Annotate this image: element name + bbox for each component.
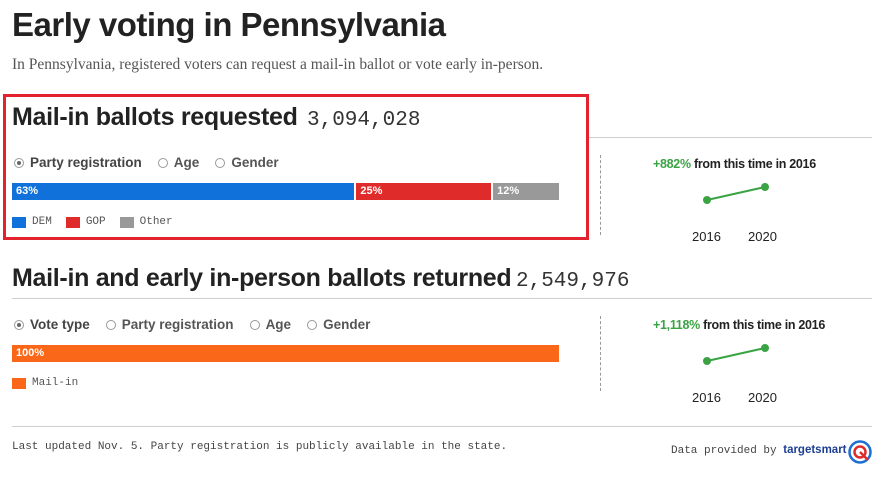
radio-dot-icon xyxy=(14,157,24,168)
radio-vote-type[interactable]: Vote type xyxy=(14,317,90,332)
trend-point-2020 xyxy=(761,344,769,352)
returned-radio-group: Vote type Party registration Age Gender xyxy=(14,317,386,332)
legend-label: GOP xyxy=(85,216,106,228)
legend-swatch xyxy=(65,216,80,228)
radio-dot-icon xyxy=(215,157,226,168)
legend-swatch xyxy=(12,216,26,228)
year-label-2020: 2020 xyxy=(748,390,777,405)
targetsmart-logo-icon xyxy=(848,440,872,464)
radio-age[interactable]: Age xyxy=(157,155,200,170)
radio-label: Age xyxy=(173,155,200,170)
change-text: from this time in 2016 xyxy=(699,318,825,332)
bar-segment: 12% xyxy=(493,183,559,200)
footer-note: Last updated Nov. 5. Party registration … xyxy=(12,441,508,453)
requested-title: Mail-in ballots requested xyxy=(12,103,298,131)
legend-swatch xyxy=(12,377,26,389)
trend-line xyxy=(706,347,766,362)
page-title: Early voting in Pennsylvania xyxy=(12,6,446,43)
radio-label: Gender xyxy=(323,317,371,332)
trend-point-2020 xyxy=(761,183,769,191)
returned-title: Mail-in and early in-person ballots retu… xyxy=(12,264,512,292)
bar-segment: 100% xyxy=(12,345,559,362)
legend-label: Other xyxy=(139,216,173,228)
requested-radio-group: Party registration Age Gender xyxy=(14,155,295,170)
radio-dot-icon xyxy=(14,319,24,330)
legend-label: DEM xyxy=(32,216,52,228)
requested-dashed-divider xyxy=(600,155,601,235)
legend-item-dem: DEM xyxy=(12,216,52,228)
requested-legend: DEM GOP Other xyxy=(12,216,187,228)
trend-point-2016 xyxy=(703,196,711,204)
requested-divider xyxy=(589,137,872,138)
requested-trend-sparkline xyxy=(703,183,769,204)
radio-gender[interactable]: Gender xyxy=(307,317,370,332)
returned-count: 2,549,976 xyxy=(516,270,630,293)
returned-dashed-divider xyxy=(600,316,601,391)
year-label-2020: 2020 xyxy=(748,229,777,244)
returned-trend-sparkline xyxy=(703,344,769,365)
radio-dot-icon xyxy=(157,157,168,168)
legend-item-mail-in: Mail-in xyxy=(12,377,78,389)
radio-party-registration[interactable]: Party registration xyxy=(14,155,142,170)
change-percent: +882% xyxy=(653,157,691,171)
radio-dot-icon xyxy=(105,319,116,330)
requested-change: +882% from this time in 2016 xyxy=(653,157,816,171)
trend-line xyxy=(706,186,766,201)
radio-gender[interactable]: Gender xyxy=(215,155,279,170)
change-percent: +1,118% xyxy=(653,318,700,332)
data-provider: Data provided by targetsmart xyxy=(671,444,847,457)
returned-change: +1,118% from this time in 2016 xyxy=(653,318,825,332)
radio-dot-icon xyxy=(249,319,260,330)
bar-segment: 25% xyxy=(356,183,492,200)
requested-count: 3,094,028 xyxy=(307,109,421,132)
radio-party-registration[interactable]: Party registration xyxy=(105,317,234,332)
brand-name[interactable]: targetsmart xyxy=(783,444,847,456)
legend-label: Mail-in xyxy=(32,377,79,389)
radio-dot-icon xyxy=(307,319,318,330)
provided-label: Data provided by xyxy=(671,445,777,457)
returned-stacked-bar: 100% xyxy=(12,345,559,362)
radio-label: Party registration xyxy=(30,155,142,170)
year-label-2016: 2016 xyxy=(692,229,721,244)
requested-stacked-bar: 63% 25% 12% xyxy=(12,183,559,200)
year-label-2016: 2016 xyxy=(692,390,721,405)
returned-divider xyxy=(12,298,872,299)
trend-point-2016 xyxy=(703,357,711,365)
bar-segment: 63% xyxy=(12,183,355,200)
legend-item-other: Other xyxy=(119,216,173,228)
radio-age[interactable]: Age xyxy=(249,317,292,332)
footer-divider xyxy=(12,426,872,427)
change-text: from this time in 2016 xyxy=(690,157,816,171)
highlight-box xyxy=(3,94,589,240)
radio-label: Party registration xyxy=(121,317,234,332)
radio-label: Vote type xyxy=(30,317,90,332)
returned-legend: Mail-in xyxy=(12,377,92,389)
radio-label: Gender xyxy=(231,155,279,170)
page-subtitle: In Pennsylvania, registered voters can r… xyxy=(12,56,544,73)
legend-item-gop: GOP xyxy=(65,216,106,228)
radio-label: Age xyxy=(265,317,292,332)
legend-swatch xyxy=(119,216,134,228)
